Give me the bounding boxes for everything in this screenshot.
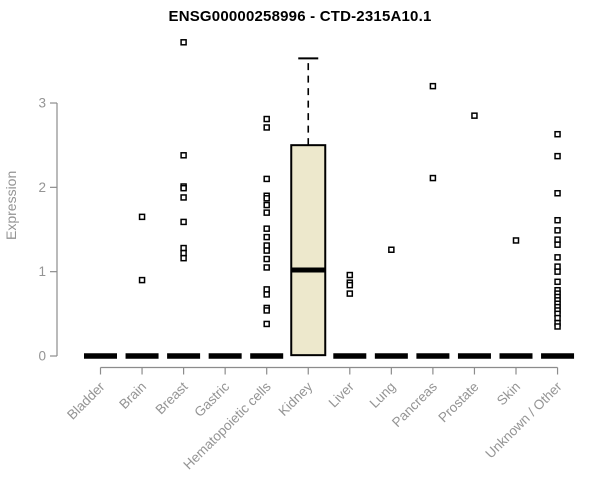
outlier-point-hematopoietic-cells <box>263 286 270 293</box>
box-kidney <box>290 144 327 357</box>
outlier-point-unknown-other <box>554 152 561 160</box>
outlier-point-breast <box>180 244 187 252</box>
outlier-point-pancreas <box>429 174 437 182</box>
flat-box-bladder <box>84 353 117 359</box>
outlier-point-unknown-other <box>554 216 561 224</box>
outlier-point-hematopoietic-cells <box>263 264 270 271</box>
outlier-point-breast <box>180 194 187 201</box>
outlier-point-hematopoietic-cells <box>263 225 270 232</box>
flat-box-liver <box>333 353 367 359</box>
outlier-point-breast <box>180 249 187 257</box>
y-tick-label-3: 3 <box>38 96 46 111</box>
outlier-point-breast <box>180 152 187 159</box>
outlier-point-unknown-other <box>554 263 561 270</box>
x-tick-label-skin: Skin <box>494 379 523 408</box>
flat-box-lung <box>374 353 408 359</box>
x-tick-label-breast: Breast <box>153 379 191 417</box>
outlier-point-hematopoietic-cells <box>263 195 270 202</box>
outlier-point-breast <box>180 218 187 226</box>
x-tick-label-kidney: Kidney <box>276 379 316 419</box>
outlier-point-liver <box>346 271 354 279</box>
y-tick-label-0: 0 <box>38 349 46 364</box>
outlier-point-hematopoietic-cells <box>263 201 270 209</box>
y-tick-label-1: 1 <box>38 264 46 279</box>
outlier-point-lung <box>388 246 395 253</box>
x-tick-label-liver: Liver <box>326 379 358 411</box>
outlier-point-hematopoietic-cells <box>263 124 270 131</box>
outlier-point-hematopoietic-cells <box>263 115 270 123</box>
flat-box-skin <box>499 353 533 359</box>
flat-box-gastric <box>208 353 242 359</box>
outlier-point-prostate <box>471 112 478 119</box>
outlier-point-skin <box>512 237 520 244</box>
outlier-point-brain <box>138 276 146 284</box>
outlier-point-unknown-other <box>554 268 561 275</box>
outlier-point-unknown-other <box>554 236 561 243</box>
outlier-point-unknown-other <box>554 314 561 322</box>
x-tick-label-bladder: Bladder <box>64 379 108 423</box>
flat-box-prostate <box>457 353 491 359</box>
outlier-point-unknown-other <box>554 227 561 234</box>
outlier-point-hematopoietic-cells <box>263 307 270 314</box>
flat-box-hematopoietic-cells <box>250 353 284 359</box>
outlier-point-liver <box>346 281 354 289</box>
x-tick-label-pancreas: Pancreas <box>389 379 440 430</box>
outlier-point-liver <box>346 290 354 297</box>
flat-box-pancreas <box>416 353 450 359</box>
outlier-point-brain <box>138 213 146 221</box>
x-tick-label-prostate: Prostate <box>435 379 481 425</box>
x-tick-label-unknown-other: Unknown / Other <box>482 379 565 462</box>
outlier-point-hematopoietic-cells <box>263 320 270 328</box>
chart-title: ENSG00000258996 - CTD-2315A10.1 <box>168 8 432 25</box>
x-tick-label-lung: Lung <box>367 379 399 411</box>
outlier-point-unknown-other <box>554 189 561 197</box>
outlier-point-hematopoietic-cells <box>263 209 270 216</box>
x-tick-label-brain: Brain <box>116 379 149 412</box>
outlier-point-unknown-other <box>554 130 561 138</box>
x-tick-label-gastric: Gastric <box>191 379 232 420</box>
outlier-point-hematopoietic-cells <box>263 233 270 241</box>
outlier-point-pancreas <box>429 82 437 90</box>
outlier-point-breast <box>180 184 187 192</box>
outlier-point-hematopoietic-cells <box>263 255 270 263</box>
outlier-point-hematopoietic-cells <box>263 242 270 249</box>
outlier-point-unknown-other <box>554 278 561 286</box>
y-tick-label-2: 2 <box>38 180 46 195</box>
flat-box-unknown-other <box>541 353 575 359</box>
outlier-point-breast <box>180 254 187 262</box>
outlier-point-hematopoietic-cells <box>263 175 270 183</box>
flat-box-breast <box>167 353 201 359</box>
outlier-point-hematopoietic-cells <box>263 291 270 298</box>
outlier-point-hematopoietic-cells <box>263 247 270 254</box>
outlier-point-unknown-other <box>554 254 561 261</box>
outlier-point-unknown-other <box>554 323 561 330</box>
flat-box-brain <box>125 353 159 359</box>
outlier-point-breast <box>180 39 187 46</box>
outlier-point-unknown-other <box>554 241 561 248</box>
